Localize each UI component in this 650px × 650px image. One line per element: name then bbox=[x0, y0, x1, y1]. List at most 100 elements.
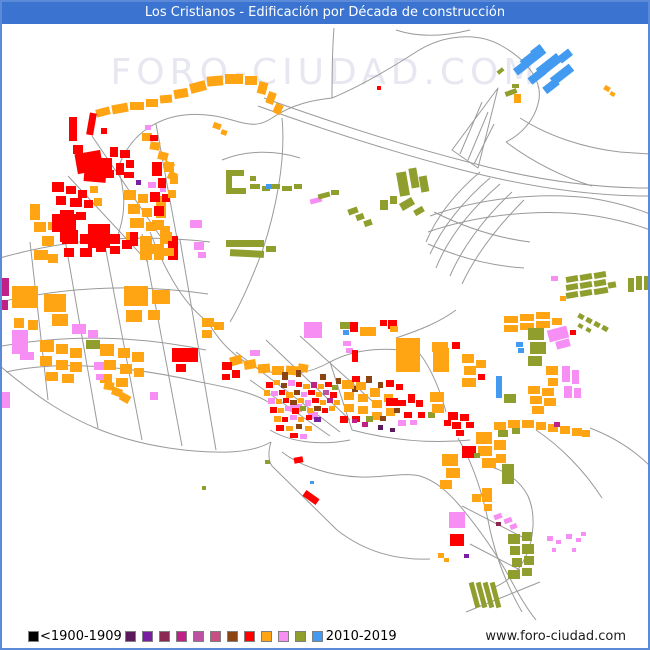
building bbox=[283, 398, 289, 403]
building bbox=[286, 392, 293, 398]
building bbox=[62, 232, 78, 244]
building bbox=[268, 398, 275, 404]
building bbox=[168, 190, 176, 198]
legend-swatch-row bbox=[124, 630, 323, 642]
building bbox=[352, 386, 358, 392]
building bbox=[510, 546, 520, 555]
building bbox=[607, 281, 617, 289]
building bbox=[318, 384, 324, 389]
building bbox=[282, 372, 288, 380]
building bbox=[343, 330, 349, 335]
building bbox=[395, 171, 411, 197]
building bbox=[372, 412, 382, 420]
building bbox=[158, 178, 166, 188]
building bbox=[150, 392, 158, 400]
building bbox=[296, 370, 301, 377]
building bbox=[14, 318, 24, 328]
building bbox=[593, 286, 609, 296]
building bbox=[552, 318, 562, 325]
building bbox=[148, 182, 156, 188]
building bbox=[398, 420, 406, 426]
building bbox=[202, 486, 206, 490]
building bbox=[502, 464, 514, 484]
building bbox=[305, 426, 312, 431]
building bbox=[288, 380, 295, 386]
building bbox=[52, 182, 64, 192]
building bbox=[173, 87, 189, 100]
building bbox=[257, 363, 271, 374]
building bbox=[520, 314, 534, 321]
building bbox=[581, 532, 586, 536]
building bbox=[42, 236, 54, 246]
building bbox=[28, 320, 38, 330]
building bbox=[370, 388, 380, 397]
building bbox=[64, 248, 74, 257]
building bbox=[312, 398, 319, 403]
building bbox=[394, 408, 400, 413]
building bbox=[418, 175, 430, 193]
building bbox=[452, 422, 461, 429]
building bbox=[270, 407, 277, 413]
building bbox=[83, 169, 107, 183]
building bbox=[148, 310, 160, 320]
building bbox=[464, 554, 469, 558]
street-line bbox=[265, 339, 351, 421]
building bbox=[279, 390, 285, 395]
building bbox=[12, 286, 38, 308]
building bbox=[56, 360, 68, 370]
building bbox=[320, 374, 326, 380]
building bbox=[404, 412, 412, 418]
building bbox=[528, 386, 540, 394]
building bbox=[557, 48, 573, 64]
building bbox=[69, 117, 77, 141]
building bbox=[142, 133, 152, 141]
building bbox=[579, 289, 593, 297]
building bbox=[493, 512, 503, 521]
building bbox=[482, 581, 495, 609]
building bbox=[126, 310, 142, 322]
building bbox=[512, 558, 522, 567]
building bbox=[265, 460, 270, 464]
building bbox=[2, 278, 9, 296]
street-line bbox=[329, 361, 353, 431]
building bbox=[46, 372, 58, 381]
building bbox=[66, 186, 76, 194]
building bbox=[73, 145, 83, 154]
building bbox=[2, 300, 8, 310]
building bbox=[86, 112, 97, 136]
street-line bbox=[519, 117, 648, 155]
building bbox=[80, 248, 92, 257]
building bbox=[360, 327, 376, 336]
building bbox=[306, 415, 312, 420]
building bbox=[225, 74, 243, 84]
building bbox=[585, 327, 592, 333]
building bbox=[378, 425, 383, 430]
building bbox=[547, 536, 553, 541]
building bbox=[140, 240, 152, 260]
building bbox=[572, 548, 576, 552]
building bbox=[76, 212, 86, 220]
building bbox=[292, 408, 299, 414]
building bbox=[636, 276, 642, 290]
building bbox=[162, 232, 172, 241]
building bbox=[542, 77, 560, 95]
building bbox=[274, 380, 280, 385]
legend-swatch-lt1900 bbox=[28, 630, 39, 642]
building bbox=[222, 362, 232, 370]
building bbox=[444, 420, 451, 426]
building bbox=[34, 222, 46, 232]
building bbox=[152, 162, 162, 176]
building bbox=[522, 420, 534, 428]
building bbox=[564, 386, 572, 398]
street-line bbox=[433, 211, 531, 243]
building bbox=[536, 422, 546, 430]
building bbox=[118, 348, 130, 358]
building bbox=[314, 417, 321, 422]
building bbox=[514, 94, 521, 103]
website-link[interactable]: www.foro-ciudad.com bbox=[485, 628, 626, 644]
building bbox=[154, 206, 164, 216]
building bbox=[585, 316, 593, 325]
building bbox=[266, 246, 276, 252]
building bbox=[560, 296, 566, 301]
building bbox=[327, 398, 333, 403]
